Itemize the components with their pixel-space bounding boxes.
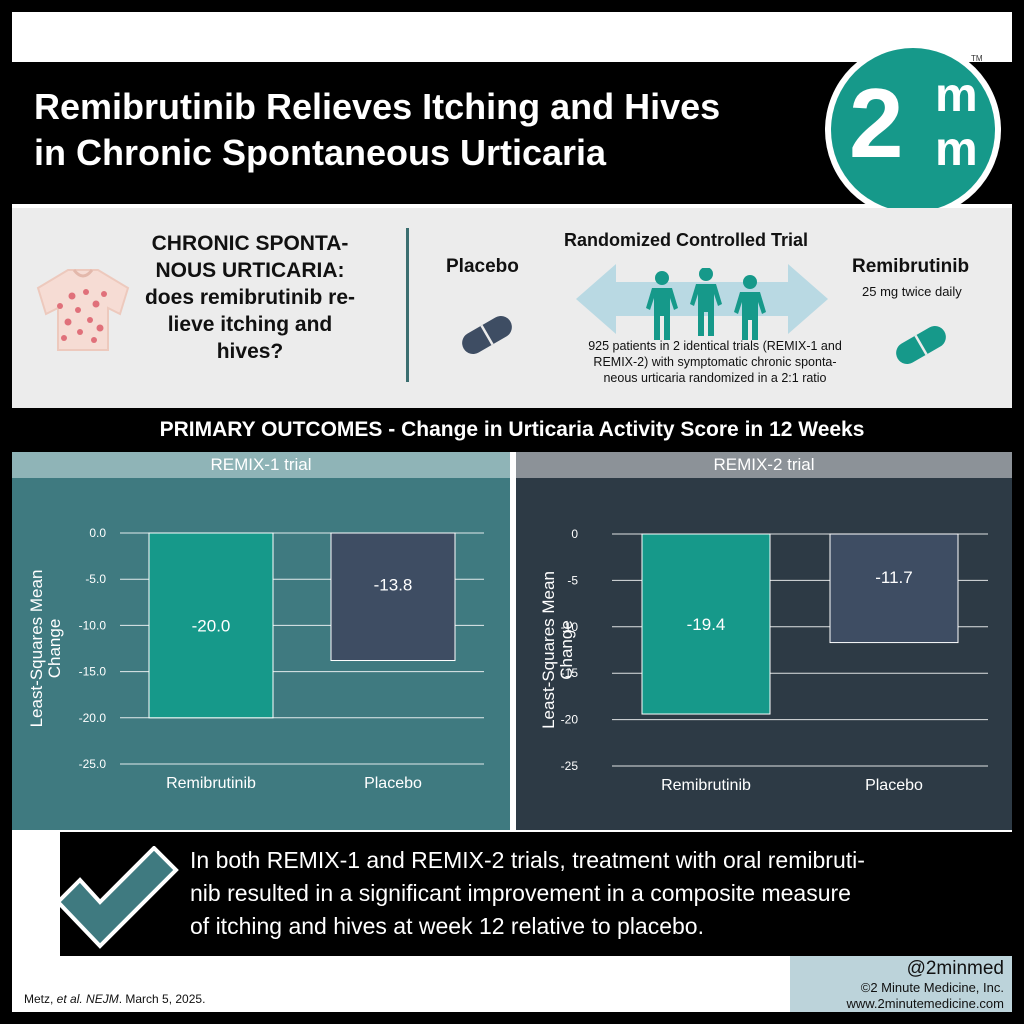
- conclusion-line: of itching and hives at week 12 relative…: [190, 913, 704, 939]
- question-line: lieve itching and: [167, 313, 333, 336]
- bar-placebo: [330, 532, 456, 662]
- bar-value-label: -19.4: [687, 615, 726, 634]
- citation-author: Metz,: [24, 992, 57, 1006]
- bar-value-label: -20.0: [192, 616, 231, 635]
- y-axis-label-line: Change: [45, 619, 64, 679]
- y-tick-label: -25: [561, 759, 579, 773]
- conclusion-box: In both REMIX-1 and REMIX-2 trials, trea…: [55, 832, 1012, 956]
- y-tick-label: -20: [561, 713, 579, 727]
- bar-value-label: -13.8: [374, 575, 413, 594]
- rct-desc-line: neous urticaria randomized in a 2:1 rati…: [603, 371, 827, 385]
- y-tick-label: -20.0: [79, 711, 107, 725]
- y-axis-label-line: Least-Squares Mean: [539, 571, 558, 729]
- question-line: NOUS URTICARIA:: [155, 259, 345, 282]
- citation: Metz, et al. NEJM. March 5, 2025.: [24, 992, 205, 1006]
- x-category-label: Placebo: [865, 777, 923, 794]
- person-icon: [734, 275, 766, 340]
- bar-placebo: [829, 533, 959, 644]
- title-line-1: Remibrutinib Relieves Itching and Hives: [34, 86, 721, 127]
- remibrutinib-label: Remibrutinib: [852, 256, 970, 277]
- y-axis-label-line: Change: [557, 620, 576, 680]
- patients-icon: [646, 268, 766, 340]
- person-icon: [646, 271, 678, 340]
- y-tick-label: -15.0: [79, 665, 107, 679]
- remibrutinib-dose: 25 mg twice daily: [862, 284, 962, 299]
- question-line: CHRONIC SPONTA-: [151, 232, 349, 255]
- y-tick-label: -5.0: [85, 572, 106, 586]
- citation-date: . March 5, 2025.: [118, 992, 206, 1006]
- title-line-2: in Chronic Spontaneous Urticaria: [34, 132, 607, 173]
- logo-numeral: 2: [849, 68, 904, 178]
- infographic: Remibrutinib Relieves Itching and Hives …: [12, 12, 1012, 1012]
- y-tick-label: -15: [561, 666, 579, 680]
- y-tick-label: -10.0: [79, 618, 107, 632]
- y-tick-label: -25.0: [79, 757, 107, 771]
- y-tick-label: 0: [571, 527, 578, 541]
- intro-section: CHRONIC SPONTA- NOUS URTICARIA: does rem…: [12, 208, 1012, 408]
- conclusion-line: In both REMIX-1 and REMIX-2 trials, trea…: [190, 847, 865, 873]
- y-axis-label-line: Least-Squares Mean: [27, 570, 46, 728]
- x-category-label: Remibrutinib: [661, 777, 751, 794]
- outcomes-title: PRIMARY OUTCOMES - Change in Urticaria A…: [159, 418, 865, 441]
- clinical-question: CHRONIC SPONTA- NOUS URTICARIA: does rem…: [130, 230, 370, 365]
- conclusion-line: nib resulted in a significant improvemen…: [190, 880, 851, 906]
- y-tick-label: -5: [567, 573, 578, 587]
- y-axis-label: Least-Squares MeanChange: [27, 570, 64, 728]
- remix1-chart: 0.0 -5.0 -10.0 -15.0 -20.0 -25.0 Least-Squares…: [27, 526, 484, 792]
- copyright: ©2 Minute Medicine, Inc.: [860, 980, 1004, 995]
- remix2-chart: 0 -5 -10 -15 -20 -25 Least-Squares MeanChange -…: [539, 527, 988, 794]
- logo-circle: 2 m m: [831, 48, 995, 212]
- question-line: does remibrutinib re-: [144, 286, 356, 309]
- panel-gap: [510, 452, 516, 830]
- remix1-title: REMIX-1 trial: [12, 452, 510, 478]
- conclusion-text: In both REMIX-1 and REMIX-2 trials, trea…: [190, 844, 1000, 943]
- y-tick-label: -10: [561, 620, 579, 634]
- placebo-pill-icon: [462, 316, 512, 354]
- bar-value-label: -11.7: [875, 568, 913, 587]
- logo-m-bottom: m: [935, 123, 978, 176]
- rct-description: 925 patients in 2 identical trials (REMI…: [548, 338, 882, 386]
- rct-title: Randomized Controlled Trial: [564, 230, 809, 250]
- x-category-label: Remibrutinib: [166, 775, 256, 792]
- checkmark-icon: [55, 846, 179, 949]
- sweater-rash-icon: [36, 269, 130, 351]
- citation-etal: et al.: [56, 992, 83, 1006]
- y-axis-label: Least-Squares MeanChange: [539, 571, 576, 729]
- remibrutinib-pill-icon: [896, 326, 946, 364]
- remix2-panel: REMIX-2 trial 0 -5 -10 -15 -20 -25 Least-Squar…: [516, 452, 1012, 830]
- bar-remibrutinib: [641, 533, 771, 715]
- bar-remibrutinib: [148, 532, 274, 719]
- remix1-panel: REMIX-1 trial 0.0 -5.0 -10.0 -15.0 -20.0 -25.…: [12, 452, 510, 830]
- x-category-label: Placebo: [364, 775, 422, 792]
- remix2-title: REMIX-2 trial: [516, 452, 1012, 478]
- person-icon: [690, 268, 722, 336]
- page-title: Remibrutinib Relieves Itching and Hives …: [34, 84, 834, 176]
- outcomes-band: PRIMARY OUTCOMES - Change in Urticaria A…: [12, 408, 1012, 452]
- social-handle: @2minmed: [906, 958, 1004, 979]
- credits-box: @2minmed ©2 Minute Medicine, Inc. www.2m…: [790, 956, 1012, 1012]
- trademark: TM: [971, 54, 983, 63]
- section-divider: [406, 228, 409, 382]
- citation-journal: NEJM: [86, 992, 119, 1006]
- y-tick-label: 0.0: [89, 526, 106, 540]
- logo-m-top: m: [935, 69, 978, 122]
- rct-desc-line: REMIX-2) with symptomatic chronic sponta…: [593, 355, 837, 369]
- rct-desc-line: 925 patients in 2 identical trials (REMI…: [588, 339, 842, 353]
- website-link: www.2minutemedicine.com: [846, 996, 1004, 1011]
- logo: 2 m m TM: [825, 42, 1001, 218]
- placebo-label: Placebo: [446, 256, 519, 277]
- question-line: hives?: [216, 340, 284, 363]
